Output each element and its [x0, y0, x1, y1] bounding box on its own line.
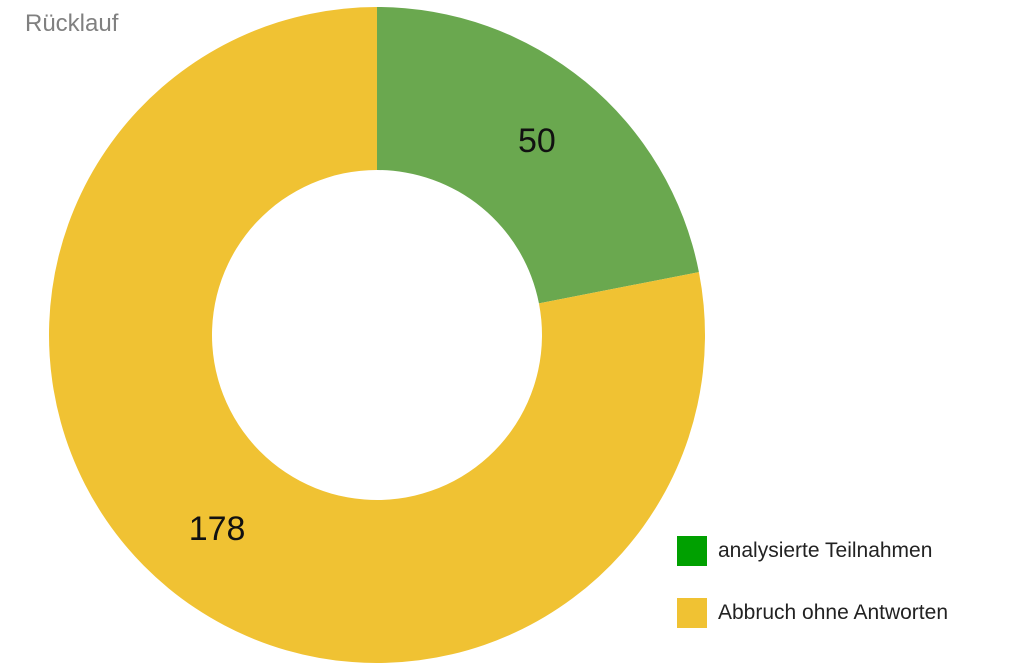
legend-item-abbruch-ohne-antworten[interactable]: Abbruch ohne Antworten [677, 597, 948, 629]
legend-swatch-analysierte-teilnahmen [677, 536, 707, 566]
slice-analysierte-teilnahmen[interactable] [377, 7, 699, 304]
donut-slices [48, 7, 705, 663]
slice-abbruch-ohne-antworten[interactable] [48, 7, 705, 663]
chart-title: Rücklauf [25, 10, 119, 37]
slice-value-label-abbruch-ohne-antworten: 178 [189, 510, 246, 548]
legend-item-analysierte-teilnahmen[interactable]: analysierte Teilnahmen [677, 535, 948, 567]
slice-value-label-analysierte-teilnahmen: 50 [518, 122, 556, 160]
slice-labels: 50 178 [189, 122, 556, 548]
legend-label-abbruch-ohne-antworten: Abbruch ohne Antworten [718, 601, 948, 624]
legend-swatch-abbruch-ohne-antworten [677, 598, 707, 628]
legend-label-analysierte-teilnahmen: analysierte Teilnahmen [718, 539, 933, 562]
legend: analysierte Teilnahmen Abbruch ohne Antw… [677, 535, 948, 659]
